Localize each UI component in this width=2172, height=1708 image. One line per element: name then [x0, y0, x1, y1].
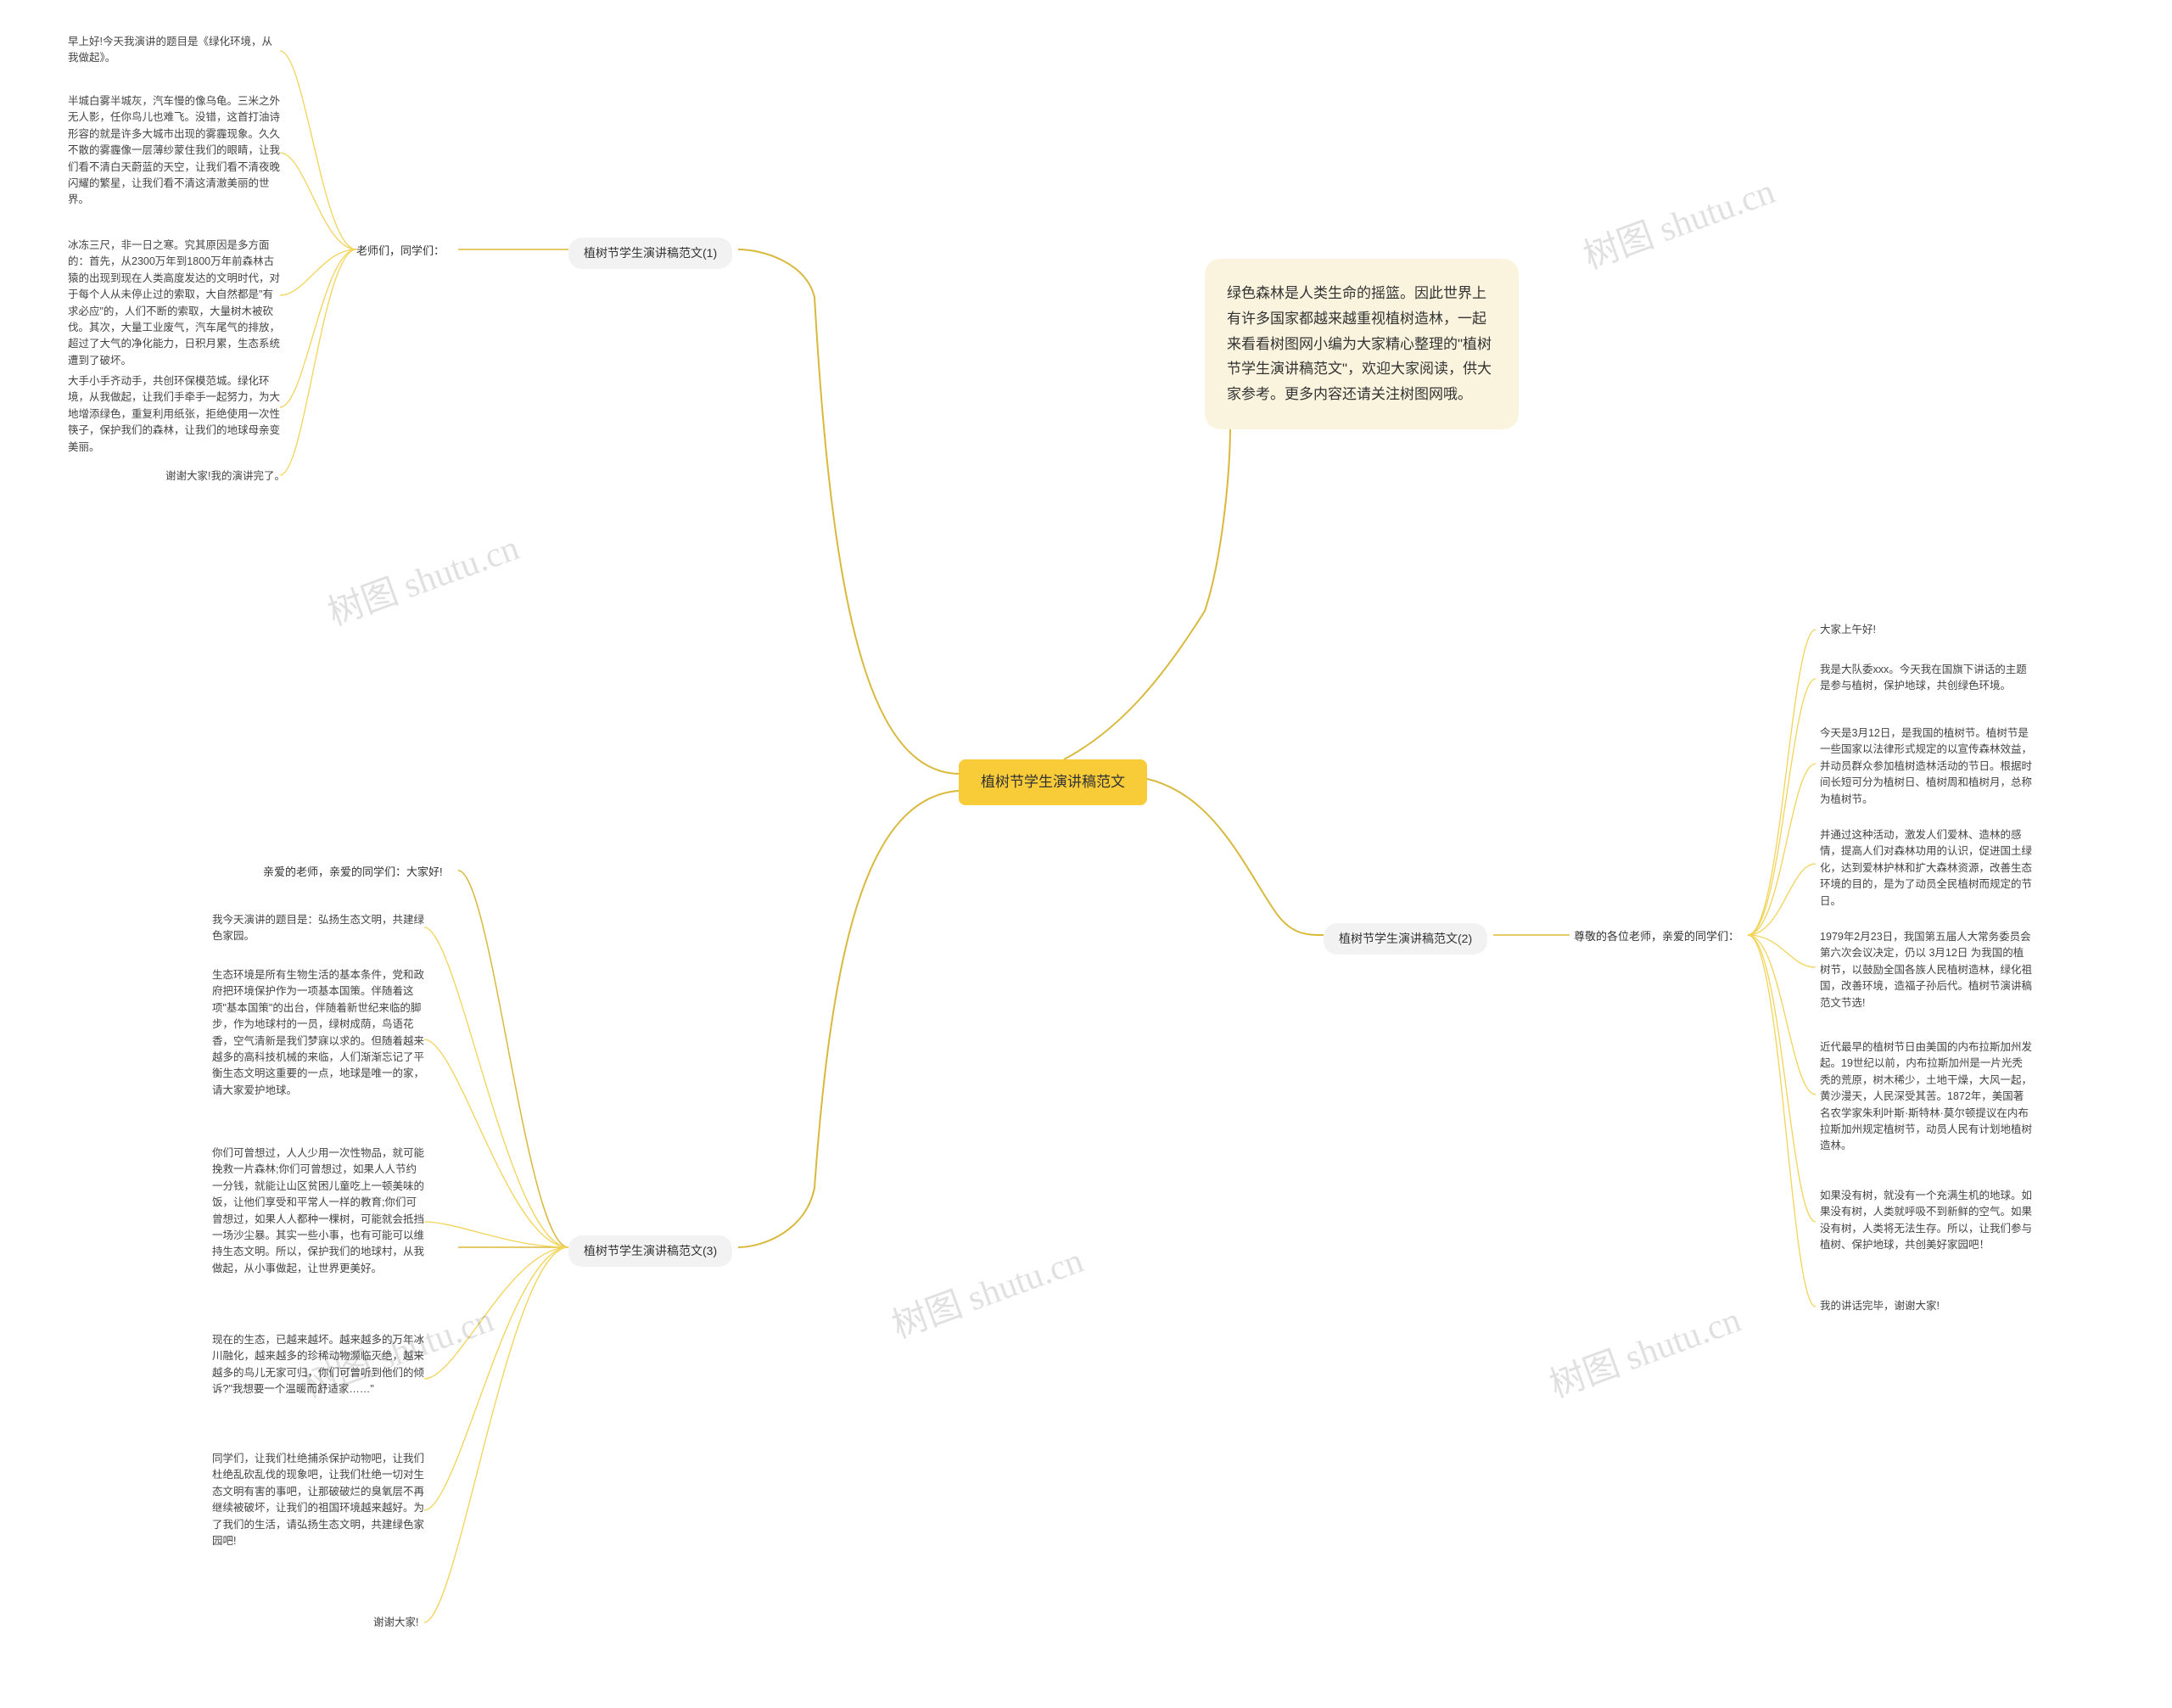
branch3-leaf-4: 同学们，让我们杜绝捕杀保护动物吧，让我们杜绝乱砍乱伐的现象吧，让我们杜绝一切对生… — [212, 1451, 424, 1549]
center-title: 植树节学生演讲稿范文 — [981, 774, 1125, 790]
leaf-text: 半城白雾半城灰，汽车慢的像乌龟。三米之外无人影，任你鸟儿也难飞。没错，这首打油诗… — [68, 95, 280, 205]
leaf-text: 今天是3月12日，是我国的植树节。植树节是一些国家以法律形式规定的以宣传森林效益… — [1820, 727, 2032, 805]
branch1-sub-text: 老师们，同学们： — [356, 244, 445, 257]
branch3-leaf-3: 现在的生态，已越来越坏。越来越多的万年冰川融化，越来越多的珍稀动物濒临灭绝，越来… — [212, 1332, 424, 1398]
leaf-text: 谢谢大家! — [373, 1616, 418, 1628]
branch2-leaf-0: 大家上午好! — [1820, 622, 2032, 638]
leaf-text: 大手小手齐动手，共创环保模范城。绿化环境，从我做起，让我们手牵手一起努力，为大地… — [68, 375, 280, 453]
branch3-leaf-5: 谢谢大家! — [373, 1615, 585, 1631]
leaf-text: 我今天演讲的题目是：弘扬生态文明，共建绿色家园。 — [212, 914, 424, 942]
leaf-text: 大家上午好! — [1820, 624, 1876, 636]
branch2-sub: 尊敬的各位老师，亲爱的同学们： — [1574, 928, 1739, 945]
branch3-label: 植树节学生演讲稿范文(3) — [584, 1244, 717, 1257]
watermark-text: 树图 shutu.cn — [1576, 163, 1781, 280]
branch3-sub-text: 亲爱的老师，亲爱的同学们：大家好! — [263, 865, 443, 878]
leaf-text: 谢谢大家!我的演讲完了。 — [165, 470, 285, 482]
branch2-leaf-7: 我的讲话完毕，谢谢大家! — [1820, 1298, 2032, 1314]
branch1-sub: 老师们，同学们： — [356, 243, 445, 260]
branch3-leaf-2: 你们可曾想过，人人少用一次性物品，就可能挽救一片森林;你们可曾想过，如果人人节约… — [212, 1145, 424, 1277]
leaf-text: 生态环境是所有生物生活的基本条件，党和政府把环境保护作为一项基本国策。伴随着这项… — [212, 969, 424, 1096]
branch1-leaf-4: 谢谢大家!我的演讲完了。 — [165, 468, 378, 484]
center-node[interactable]: 植树节学生演讲稿范文 — [959, 759, 1147, 805]
branch2-leaf-6: 如果没有树，就没有一个充满生机的地球。如果没有树，人类就呼吸不到新鲜的空气。如果… — [1820, 1188, 2032, 1254]
branch3-sub: 亲爱的老师，亲爱的同学们：大家好! — [263, 864, 443, 881]
branch2-node[interactable]: 植树节学生演讲稿范文(2) — [1324, 923, 1487, 955]
branch2-leaf-1: 我是大队委xxx。今天我在国旗下讲话的主题是参与植树，保护地球，共创绿色环境。 — [1820, 662, 2032, 695]
intro-node: 绿色森林是人类生命的摇篮。因此世界上有许多国家都越来越重视植树造林，一起来看看树… — [1205, 259, 1519, 429]
branch2-leaf-3: 并通过这种活动，激发人们爱林、造林的感情，提高人们对森林功用的认识，促进国土绿化… — [1820, 827, 2032, 910]
branch1-leaf-3: 大手小手齐动手，共创环保模范城。绿化环境，从我做起，让我们手牵手一起努力，为大地… — [68, 373, 280, 456]
mindmap-canvas: 植树节学生演讲稿范文 绿色森林是人类生命的摇篮。因此世界上有许多国家都越来越重视… — [0, 0, 2172, 1708]
branch1-leaf-2: 冰冻三尺，非一日之寒。究其原因是多方面的：首先，从2300万年到1800万年前森… — [68, 238, 280, 369]
branch1-leaf-1: 半城白雾半城灰，汽车慢的像乌龟。三米之外无人影，任你鸟儿也难飞。没错，这首打油诗… — [68, 93, 280, 209]
leaf-text: 并通过这种活动，激发人们爱林、造林的感情，提高人们对森林功用的认识，促进国土绿化… — [1820, 829, 2032, 907]
leaf-text: 现在的生态，已越来越坏。越来越多的万年冰川融化，越来越多的珍稀动物濒临灭绝，越来… — [212, 1334, 424, 1395]
branch2-label: 植树节学生演讲稿范文(2) — [1339, 932, 1472, 945]
branch2-leaf-4: 1979年2月23日，我国第五届人大常务委员会第六次会议决定，仍以 3月12日 … — [1820, 929, 2032, 1011]
watermark-text: 树图 shutu.cn — [884, 1232, 1089, 1349]
branch3-leaf-1: 生态环境是所有生物生活的基本条件，党和政府把环境保护作为一项基本国策。伴随着这项… — [212, 967, 424, 1099]
leaf-text: 如果没有树，就没有一个充满生机的地球。如果没有树，人类就呼吸不到新鲜的空气。如果… — [1820, 1190, 2032, 1251]
leaf-text: 我是大队委xxx。今天我在国旗下讲话的主题是参与植树，保护地球，共创绿色环境。 — [1820, 664, 2027, 692]
watermark-text: 树图 shutu.cn — [1542, 1291, 1747, 1408]
intro-text: 绿色森林是人类生命的摇篮。因此世界上有许多国家都越来越重视植树造林，一起来看看树… — [1227, 285, 1492, 402]
branch2-leaf-5: 近代最早的植树节日由美国的内布拉斯加州发起。19世纪以前，内布拉斯加州是一片光秃… — [1820, 1039, 2032, 1155]
leaf-text: 1979年2月23日，我国第五届人大常务委员会第六次会议决定，仍以 3月12日 … — [1820, 931, 2032, 1009]
branch2-sub-text: 尊敬的各位老师，亲爱的同学们： — [1574, 930, 1739, 943]
branch1-leaf-0: 早上好!今天我演讲的题目是《绿化环境，从我做起》。 — [68, 34, 280, 67]
leaf-text: 我的讲话完毕，谢谢大家! — [1820, 1300, 1940, 1312]
branch3-node[interactable]: 植树节学生演讲稿范文(3) — [568, 1235, 732, 1267]
branch2-leaf-2: 今天是3月12日，是我国的植树节。植树节是一些国家以法律形式规定的以宣传森林效益… — [1820, 725, 2032, 808]
leaf-text: 你们可曾想过，人人少用一次性物品，就可能挽救一片森林;你们可曾想过，如果人人节约… — [212, 1147, 424, 1274]
leaf-text: 同学们，让我们杜绝捕杀保护动物吧，让我们杜绝乱砍乱伐的现象吧，让我们杜绝一切对生… — [212, 1453, 424, 1547]
watermark-text: 树图 shutu.cn — [320, 519, 525, 636]
leaf-text: 冰冻三尺，非一日之寒。究其原因是多方面的：首先，从2300万年到1800万年前森… — [68, 239, 280, 367]
branch1-label: 植树节学生演讲稿范文(1) — [584, 246, 717, 260]
leaf-text: 早上好!今天我演讲的题目是《绿化环境，从我做起》。 — [68, 36, 272, 64]
leaf-text: 近代最早的植树节日由美国的内布拉斯加州发起。19世纪以前，内布拉斯加州是一片光秃… — [1820, 1041, 2032, 1151]
branch1-node[interactable]: 植树节学生演讲稿范文(1) — [568, 238, 732, 269]
branch3-leaf-0: 我今天演讲的题目是：弘扬生态文明，共建绿色家园。 — [212, 912, 424, 945]
